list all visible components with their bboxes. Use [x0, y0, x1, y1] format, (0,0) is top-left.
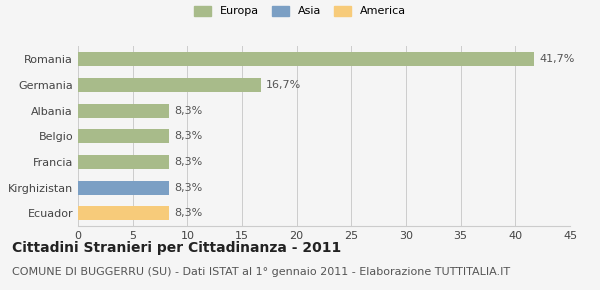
Text: 8,3%: 8,3% — [174, 106, 202, 116]
Bar — [78, 155, 169, 169]
Text: COMUNE DI BUGGERRU (SU) - Dati ISTAT al 1° gennaio 2011 - Elaborazione TUTTITALI: COMUNE DI BUGGERRU (SU) - Dati ISTAT al … — [12, 267, 510, 277]
Bar — [78, 206, 169, 220]
Text: 8,3%: 8,3% — [174, 131, 202, 141]
Text: 41,7%: 41,7% — [539, 54, 575, 64]
Bar — [78, 181, 169, 195]
Bar — [78, 78, 260, 92]
Bar — [78, 129, 169, 143]
Bar — [78, 52, 534, 66]
Text: Cittadini Stranieri per Cittadinanza - 2011: Cittadini Stranieri per Cittadinanza - 2… — [12, 241, 341, 255]
Bar — [78, 104, 169, 118]
Text: 8,3%: 8,3% — [174, 157, 202, 167]
Text: 8,3%: 8,3% — [174, 208, 202, 218]
Text: 8,3%: 8,3% — [174, 183, 202, 193]
Legend: Europa, Asia, America: Europa, Asia, America — [194, 6, 406, 16]
Text: 16,7%: 16,7% — [266, 80, 301, 90]
